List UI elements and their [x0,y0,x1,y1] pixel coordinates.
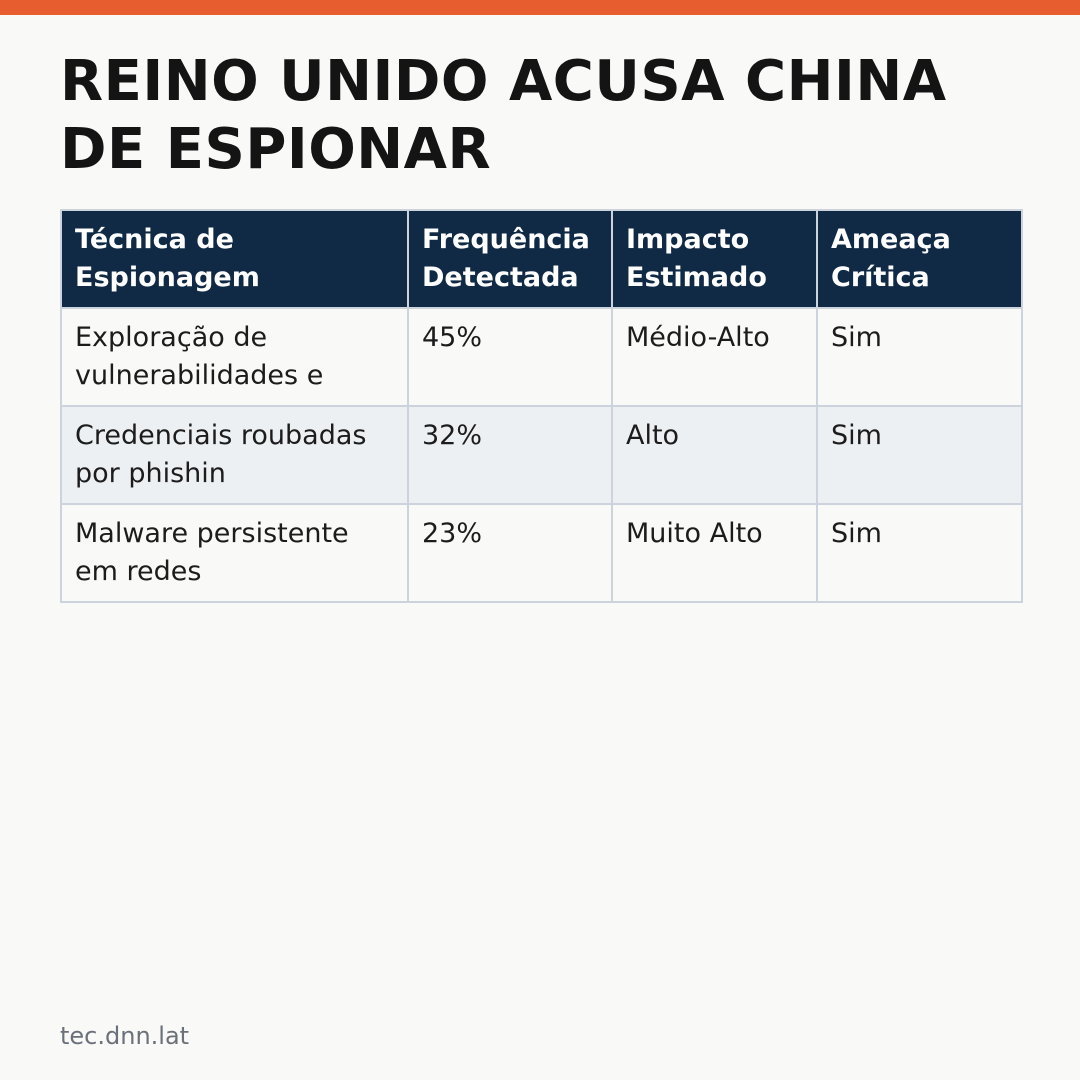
column-header-frequency: Frequência Detectada [407,209,613,309]
cell-technique: Exploração de vulnerabilidades e [60,307,409,407]
cell-technique: Malware persistente em redes [60,503,409,603]
cell-frequency: 23% [407,503,613,603]
accent-bar [0,0,1080,15]
column-header-technique: Técnica de Espionagem [60,209,409,309]
cell-frequency: 45% [407,307,613,407]
page-title: REINO UNIDO ACUSA CHINA DE ESPIONAR [60,49,947,182]
cell-impact: Muito Alto [611,503,818,603]
table-header-row: Técnica de Espionagem Frequência Detecta… [60,209,1023,309]
table-row: Malware persistente em redes 23% Muito A… [60,503,1023,603]
cell-frequency: 32% [407,405,613,505]
espionage-table: Técnica de Espionagem Frequência Detecta… [60,209,1023,603]
cell-technique: Credenciais roubadas por phishin [60,405,409,505]
table-row: Credenciais roubadas por phishin 32% Alt… [60,405,1023,505]
cell-critical-threat: Sim [816,307,1023,407]
column-header-critical-threat: Ameaça Crítica [816,209,1023,309]
table-row: Exploração de vulnerabilidades e 45% Méd… [60,307,1023,407]
cell-impact: Médio-Alto [611,307,818,407]
column-header-impact: Impacto Estimado [611,209,818,309]
cell-critical-threat: Sim [816,503,1023,603]
cell-impact: Alto [611,405,818,505]
source-footer: tec.dnn.lat [60,1022,190,1050]
cell-critical-threat: Sim [816,405,1023,505]
